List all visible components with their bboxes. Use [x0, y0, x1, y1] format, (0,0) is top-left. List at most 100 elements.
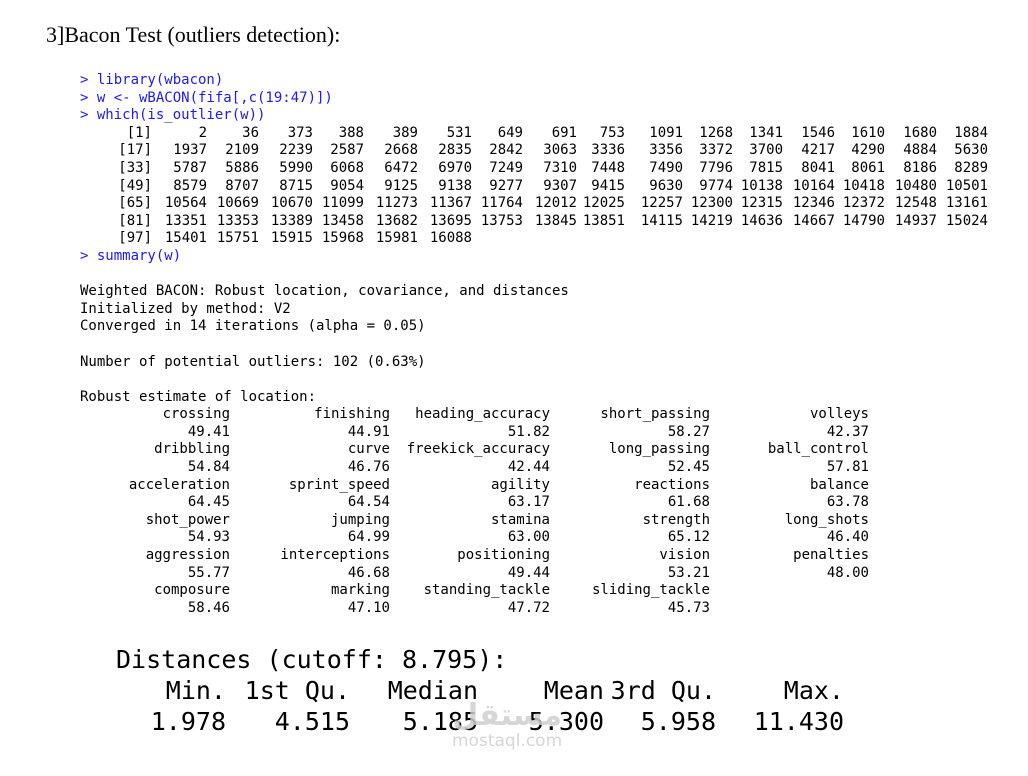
distances-value-median: 5.185: [402, 707, 478, 736]
outlier-index: 7310: [543, 159, 577, 176]
outlier-index: 12257: [640, 195, 683, 212]
outlier-index: 531: [446, 124, 472, 141]
outlier-index: 691: [551, 124, 577, 141]
outlier-index: 1884: [954, 124, 988, 141]
variable-value: 49.41: [187, 423, 230, 440]
row-index-label: [49]: [118, 177, 152, 194]
location-value-row: 55.77 46.68 49.44 53.21 48.00: [80, 565, 988, 583]
outlier-index: 36: [242, 124, 259, 141]
variable-name: jumping: [330, 511, 390, 528]
location-name-row: crossing finishing heading_accuracy short_p…: [80, 406, 988, 424]
outlier-index: 4217: [801, 142, 835, 159]
variable-name: long_passing: [608, 441, 710, 458]
outlier-row: [49] 8579 8707 8715 9054 9125 9138 9277 9307 9415…: [80, 178, 988, 196]
outlier-index: 3063: [543, 142, 577, 159]
outlier-index: 6068: [330, 159, 364, 176]
outlier-index: 11273: [375, 195, 418, 212]
outlier-index: 9774: [699, 177, 733, 194]
outlier-index: 8186: [903, 159, 937, 176]
variable-name: standing_tackle: [423, 582, 550, 599]
r-console-output: > library(wbacon) > w <- wBACON(fifa[,c(…: [80, 72, 988, 617]
outlier-row: [1] 2 36 373 388 389 531 649 691 753 1091 1268 1341 1…: [80, 125, 988, 143]
outlier-index: 7815: [749, 159, 783, 176]
variable-name: curve: [347, 441, 390, 458]
variable-name: crossing: [162, 406, 230, 423]
outlier-index: 9138: [438, 177, 472, 194]
variable-value: 51.82: [507, 423, 550, 440]
outlier-index: 8061: [851, 159, 885, 176]
variable-value: 45.73: [667, 599, 710, 616]
outlier-index: 13753: [480, 212, 523, 229]
outlier-index: 13353: [216, 212, 259, 229]
outlier-index: 2109: [225, 142, 259, 159]
variable-value: 46.76: [347, 459, 390, 476]
variable-name: short_passing: [600, 406, 710, 423]
variable-value: 54.93: [187, 529, 230, 546]
outlier-row: [97] 15401 15751 15915 15968 15981 16088: [80, 230, 988, 248]
outlier-index: 10669: [216, 195, 259, 212]
outlier-index: 10138: [740, 177, 783, 194]
outlier-index: 3336: [591, 142, 625, 159]
row-index-label: [17]: [118, 142, 152, 159]
row-index-label: [65]: [118, 195, 152, 212]
outlier-index: 1341: [749, 124, 783, 141]
distances-value-max: 11.430: [753, 707, 844, 736]
variable-name: finishing: [314, 406, 390, 423]
variable-value: 52.45: [667, 459, 710, 476]
outlier-index: 14115: [640, 212, 683, 229]
variable-name: [710, 582, 869, 600]
location-name-row: shot_power jumping stamina strength long_sho…: [80, 512, 988, 530]
location-estimate-table: crossing finishing heading_accuracy short_p…: [80, 406, 988, 617]
outlier-index: 12025: [582, 195, 625, 212]
variable-name: volleys: [809, 406, 869, 423]
outlier-index: 7448: [591, 159, 625, 176]
outlier-index: 13851: [582, 212, 625, 229]
variable-value: 47.72: [507, 599, 550, 616]
outlier-index: 8715: [279, 177, 313, 194]
outlier-index: 13695: [429, 212, 472, 229]
outlier-index: 10480: [894, 177, 937, 194]
outlier-index: 3372: [699, 142, 733, 159]
outlier-index: 15751: [216, 230, 259, 247]
mostaql-watermark: مستقل mostaql.com: [452, 700, 562, 751]
outlier-index: 1091: [649, 124, 683, 141]
outlier-index: 14636: [740, 212, 783, 229]
variable-name: vision: [659, 547, 710, 564]
outlier-index: [625, 230, 683, 248]
row-index-label: [97]: [118, 230, 152, 247]
distances-header-q1: 1st Qu.: [244, 676, 350, 705]
outlier-index: 3356: [649, 142, 683, 159]
location-name-row: acceleration sprint_speed agility reactions…: [80, 477, 988, 495]
variable-value: 64.99: [347, 529, 390, 546]
command-summary: > summary(w): [80, 247, 182, 264]
outlier-index: 13389: [270, 212, 313, 229]
distances-value-q1: 4.515: [274, 707, 350, 736]
variable-value: 49.44: [507, 564, 550, 581]
row-index-label: [81]: [118, 212, 152, 229]
outlier-index: 14790: [842, 212, 885, 229]
outlier-index: 14219: [690, 212, 733, 229]
outlier-index: 13351: [164, 212, 207, 229]
variable-value: 57.81: [826, 459, 869, 476]
outlier-index: 9125: [384, 177, 418, 194]
variable-name: reactions: [634, 476, 710, 493]
row-index-label: [33]: [118, 159, 152, 176]
outlier-index: 8041: [801, 159, 835, 176]
variable-name: ball_control: [767, 441, 869, 458]
variable-name: heading_accuracy: [415, 406, 550, 423]
variable-value: 53.21: [667, 564, 710, 581]
section-heading: 3]Bacon Test (outliers detection):: [46, 22, 341, 47]
outlier-index: 12315: [740, 195, 783, 212]
variable-value: 61.68: [667, 494, 710, 511]
outlier-row: [65] 10564 10669 10670 11099 11273 11367 11764 1…: [80, 195, 988, 213]
outlier-index: 13458: [321, 212, 364, 229]
outlier-index: 9630: [649, 177, 683, 194]
outlier-index: 12372: [842, 195, 885, 212]
variable-value: 65.12: [667, 529, 710, 546]
outlier-index: 3700: [749, 142, 783, 159]
outlier-index: 2668: [384, 142, 418, 159]
variable-name: agility: [490, 476, 550, 493]
location-value-row: 54.84 46.76 42.44 52.45 57.81: [80, 459, 988, 477]
outlier-index: [835, 230, 885, 248]
outlier-index: 7490: [649, 159, 683, 176]
